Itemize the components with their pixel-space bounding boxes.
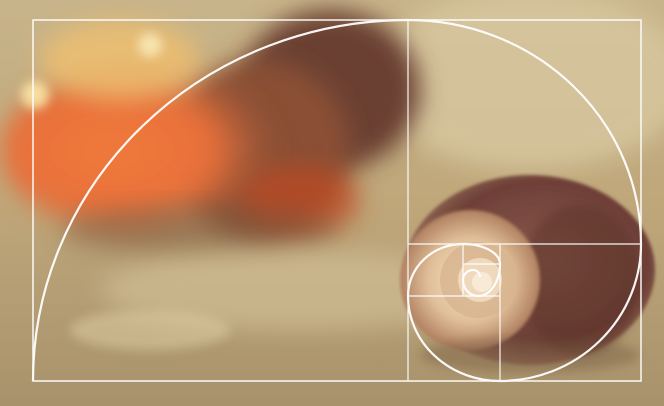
photo-with-golden-spiral bbox=[0, 0, 664, 406]
page bbox=[0, 0, 664, 406]
